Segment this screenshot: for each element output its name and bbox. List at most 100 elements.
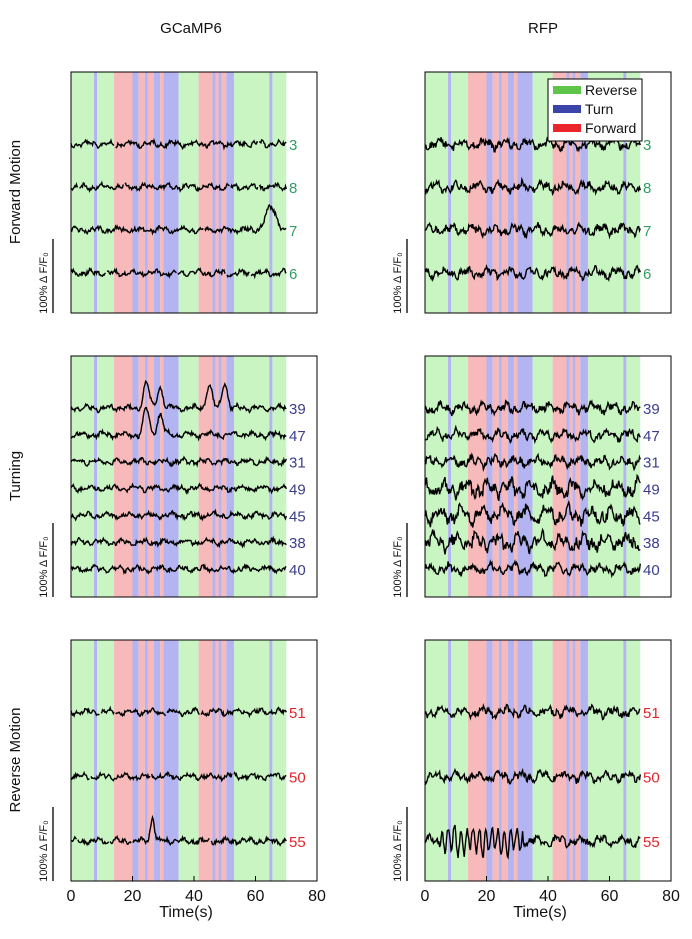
behavior-segment-forward [114,640,133,881]
behavior-segment-reverse [178,72,199,313]
panel-0-0: 3 8 7 6 100% Δ F/F₀ [38,71,318,314]
x-tick-label: 20 [124,888,142,905]
behavior-segment-turn [517,72,533,313]
panel-1-0: 39 47 31 49 45 38 40 100% Δ F/F₀ [38,355,318,598]
behavior-segment-forward [492,640,499,881]
behavior-segment-turn [572,640,576,881]
neuron-label-45: 45 [643,508,660,525]
behavior-segment-turn [572,356,576,597]
trace-neuron-40 [424,558,641,579]
behavior-segment-forward [501,640,509,881]
neuron-label-7: 7 [643,223,651,240]
behavior-segment-turn [132,640,139,881]
behavior-segment-forward [215,640,219,881]
behavior-segment-forward [492,72,499,313]
behavior-segment-turn [498,356,502,597]
trace-neuron-47 [424,424,641,445]
behavior-segment-forward [215,72,219,313]
behavior-segment-forward [138,356,145,597]
behavior-segment-reverse [425,72,449,313]
behavior-segment-reverse [272,72,287,313]
behavior-segment-turn [163,640,179,881]
x-tick-label: 60 [601,888,619,905]
scale-bar-label: 100% Δ F/F₀ [38,536,50,597]
behavior-segment-forward [221,640,227,881]
neuron-label-31: 31 [289,455,306,472]
behavior-segment-turn [218,72,222,313]
behavior-segment-forward [114,356,133,597]
trace-neuron-7 [70,203,287,236]
neuron-label-40: 40 [643,562,660,579]
scale-bar-label: 100% Δ F/F₀ [392,536,404,597]
behavior-segment-forward [147,356,155,597]
behavior-segment-reverse [587,356,624,597]
behavior-segment-reverse [233,72,270,313]
legend-swatch-forward [553,124,581,132]
behavior-segment-reverse [272,356,287,597]
trace-neuron-3 [70,137,287,151]
behavior-segment-turn [269,72,273,313]
behavior-segment-turn [498,640,502,881]
neuron-label-7: 7 [289,223,297,240]
behavior-segment-forward [514,640,518,881]
behavior-segment-forward [501,356,509,597]
neuron-label-51: 51 [289,705,306,722]
neuron-label-6: 6 [643,266,651,283]
trace-neuron-49 [70,482,287,495]
behavior-segment-turn [566,640,570,881]
panel-frame [70,71,318,314]
behavior-segment-reverse [425,640,449,881]
behavior-segment-turn [218,356,222,597]
behavior-segment-forward [569,72,573,313]
behavior-segment-turn [623,356,627,597]
x-axis-label: Time(s) [513,904,567,921]
trace-neuron-51 [70,705,287,719]
behavior-segment-forward [160,356,164,597]
behavior-segment-reverse [451,72,469,313]
behavior-segment-turn [212,640,216,881]
behavior-segment-reverse [178,356,199,597]
neuron-label-47: 47 [289,428,306,445]
panel-frame [424,355,672,598]
behavior-segment-turn [580,72,588,313]
panel-2-1: 51 50 55 100% Δ F/F₀ 0 20 40 60 80 Time(s) [392,639,680,921]
neuron-label-3: 3 [289,137,297,154]
behavior-segment-turn [517,640,533,881]
x-tick-label: 60 [247,888,265,905]
behavior-segment-turn [498,72,502,313]
behavior-segment-turn [212,72,216,313]
behavior-segment-reverse [532,640,553,881]
behavior-segment-reverse [626,640,641,881]
behavior-segment-forward [198,640,213,881]
panel-2-0: 51 50 55 100% Δ F/F₀ 0 20 40 60 80 Time(s) [38,639,326,921]
behavior-segment-reverse [233,640,270,881]
behavior-segment-forward [221,356,227,597]
neuron-label-8: 8 [643,180,651,197]
behavior-segment-turn [269,356,273,597]
behavior-segment-turn [226,72,234,313]
behavior-segment-turn [566,72,570,313]
neuron-label-45: 45 [289,508,306,525]
neuron-label-31: 31 [643,455,660,472]
legend-label-reverse: Reverse [585,82,637,98]
trace-neuron-31 [424,452,641,473]
behavior-segment-turn [163,72,179,313]
behavior-segment-forward [552,640,567,881]
behavior-segment-forward [468,640,487,881]
scale-bar-label: 100% Δ F/F₀ [392,820,404,881]
trace-neuron-55 [70,814,287,847]
behavior-segment-reverse [425,356,449,597]
neuron-label-38: 38 [643,535,660,552]
behavior-segment-turn [486,72,493,313]
behavior-segment-turn [154,356,161,597]
behavior-segment-forward [138,72,145,313]
neuron-label-38: 38 [289,535,306,552]
x-tick-label: 20 [478,888,496,905]
behavior-segment-turn [623,640,627,881]
row-title-reverse-motion: Reverse Motion [7,707,24,812]
trace-neuron-6 [424,264,641,282]
trace-neuron-45 [424,499,641,528]
row-title-turning: Turning [7,451,24,501]
